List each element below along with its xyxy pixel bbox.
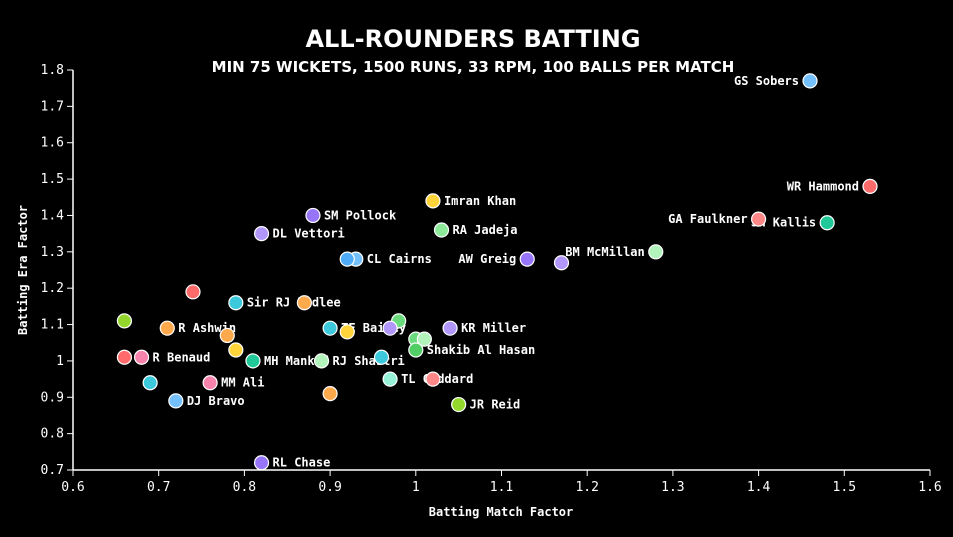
point-label: CL Cairns [367,252,432,266]
data-point[interactable] [382,320,398,336]
data-point[interactable] [442,320,458,336]
data-point[interactable] [159,320,175,336]
x-tick-label: 0.6 [61,480,84,495]
point-label: DL Vettori [273,227,345,241]
y-tick-label: 1.4 [41,208,65,223]
y-tick-label: 1.5 [41,172,64,187]
data-point[interactable] [416,331,432,347]
data-point[interactable] [116,313,133,329]
data-point[interactable] [296,295,312,311]
point-label: BM McMillan [565,245,644,259]
data-point[interactable] [373,349,390,365]
data-point[interactable] [648,244,664,260]
point-label: GA Faulkner [668,212,747,226]
x-tick-label: 1.2 [575,480,598,495]
point-label: RJ Shastri [333,354,405,368]
data-point[interactable] [382,371,398,387]
data-point[interactable] [408,342,424,358]
data-point[interactable] [253,226,270,242]
data-point[interactable] [339,324,355,340]
data-point[interactable] [425,371,441,387]
data-point[interactable] [305,207,321,224]
x-tick-label: 1.4 [747,480,771,495]
point-label: KR Miller [461,321,526,335]
data-point[interactable] [322,320,338,336]
y-tick-label: 1.1 [41,318,64,333]
y-tick-label: 1 [56,354,64,369]
chart-title: ALL-ROUNDERS BATTING [305,25,640,53]
x-tick-label: 1.5 [833,480,856,495]
y-tick-label: 0.7 [41,463,64,478]
y-tick-label: 1.6 [41,136,64,151]
y-tick-label: 1.8 [41,63,64,78]
point-label: JR Reid [470,398,521,412]
data-point[interactable] [802,73,818,89]
x-tick-label: 1.6 [918,480,941,495]
data-point[interactable] [142,375,158,391]
data-point[interactable] [322,386,338,402]
data-point[interactable] [228,295,244,311]
data-point[interactable] [133,349,150,365]
y-tick-label: 1.3 [41,245,64,260]
data-point[interactable] [750,211,767,227]
data-point[interactable] [253,455,270,471]
point-label: MH Mankad [264,354,329,368]
x-tick-label: 1.3 [661,480,684,495]
point-label: AW Greig [458,252,516,266]
data-point[interactable] [185,284,201,300]
data-point[interactable] [202,375,218,391]
data-points: GS Sobers WR Hammond JH Kallis GA Faulkner B… [116,73,878,471]
y-axis-label: Batting Era Factor [16,205,30,335]
x-tick-label: 1.1 [490,480,513,495]
data-point[interactable] [339,251,355,267]
y-tick-label: 1.7 [41,99,64,114]
point-label: Shakib Al Hasan [427,343,535,357]
y-tick-label: 0.8 [41,427,64,442]
x-tick-label: 0.7 [147,480,170,495]
data-point[interactable] [553,255,570,271]
data-point[interactable] [433,222,450,238]
data-point[interactable] [819,215,835,231]
data-point[interactable] [245,353,261,369]
data-point[interactable] [228,342,244,358]
point-label: Imran Khan [444,194,516,208]
data-point[interactable] [862,178,878,194]
x-tick-label: 0.8 [233,480,256,495]
point-label: WR Hammond [787,179,859,193]
x-axis-label: Batting Match Factor [429,505,574,519]
point-label: GS Sobers [734,74,799,88]
y-tick-label: 1.2 [41,281,64,296]
chart-subtitle: MIN 75 WICKETS, 1500 RUNS, 33 RPM, 100 B… [212,58,735,76]
data-point[interactable] [519,251,535,267]
point-label: RL Chase [273,456,331,470]
point-label: SM Pollock [324,208,397,222]
point-label: MM Ali [221,376,264,390]
point-label: Sir RJ Hadlee [247,296,341,310]
point-label: JH Kallis [751,216,816,230]
data-point[interactable] [313,353,330,369]
x-tick-label: 0.9 [318,480,341,495]
data-point[interactable] [451,396,467,413]
data-point[interactable] [168,393,184,409]
axes: 0.6 0.7 0.8 0.9 1 1.1 1.2 1.3 1.4 1.5 1.6 0.7 0.8 0.9… [41,63,942,495]
point-label: R Benaud [153,350,211,364]
data-point[interactable] [425,193,441,209]
point-label: DJ Bravo [187,394,245,408]
data-point[interactable] [219,327,235,344]
point-label: RA Jadeja [453,223,518,237]
y-tick-label: 0.9 [41,390,64,405]
x-tick-label: 1 [412,480,420,495]
data-point[interactable] [116,349,133,365]
